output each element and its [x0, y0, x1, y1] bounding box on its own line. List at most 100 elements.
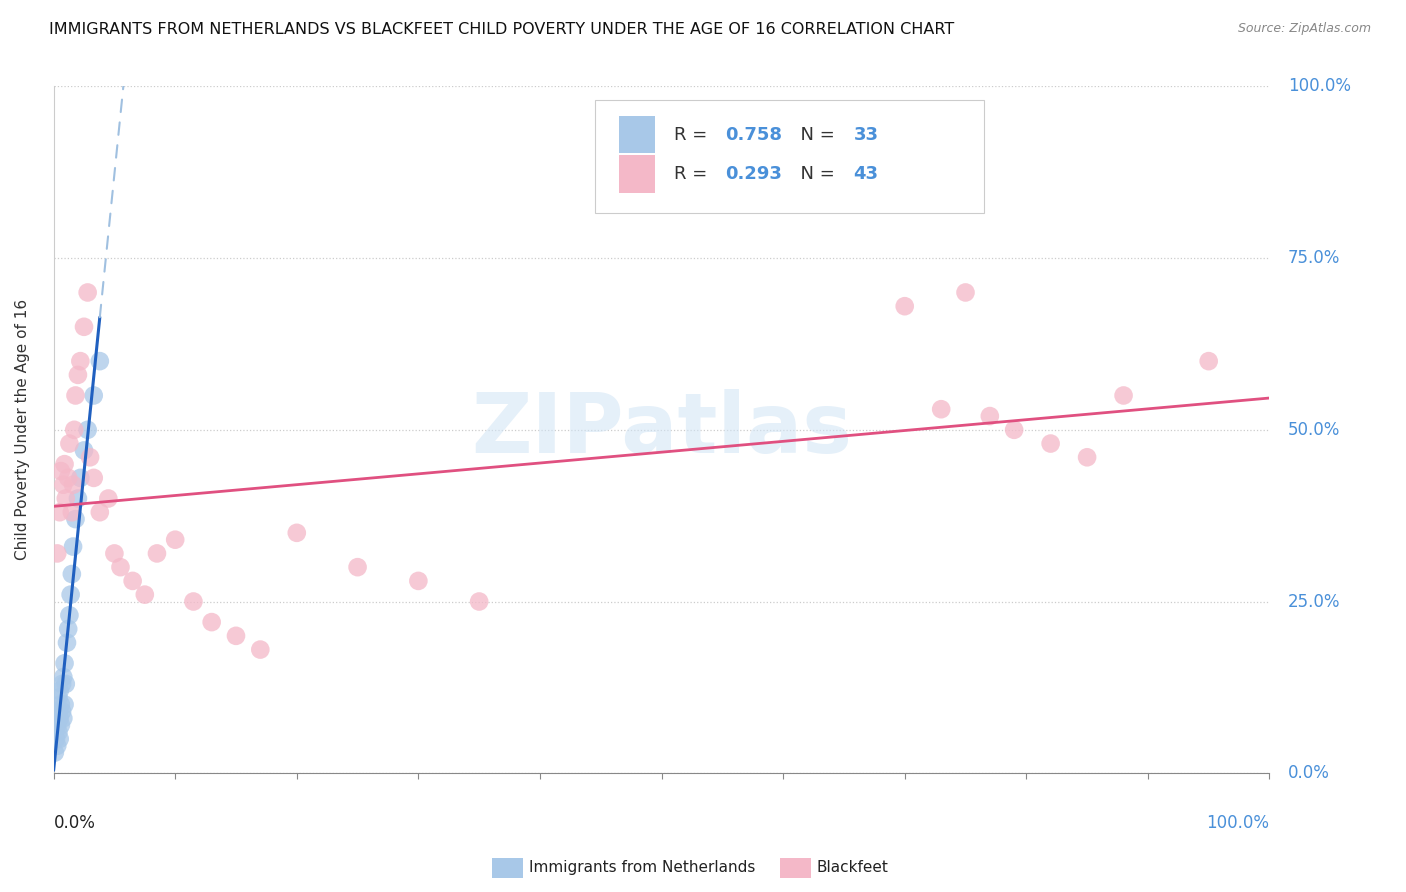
Point: [60, 505, 83, 519]
Point: [73, 319, 96, 334]
Point: [110, 560, 132, 574]
Point: [66, 491, 89, 506]
Point: [69, 471, 91, 485]
Point: [55, 491, 77, 506]
FancyBboxPatch shape: [595, 100, 984, 213]
Text: 100.0%: 100.0%: [1288, 78, 1351, 95]
Point: [48, 711, 70, 725]
Text: 0.758: 0.758: [724, 126, 782, 144]
Point: [468, 594, 491, 608]
Point: [45, 731, 67, 746]
Point: [1039, 436, 1062, 450]
Point: [929, 402, 952, 417]
Point: [62, 477, 84, 491]
Point: [65, 512, 87, 526]
Point: [51, 677, 73, 691]
Point: [955, 285, 977, 300]
Point: [53, 698, 76, 712]
Point: [58, 471, 80, 485]
Point: [49, 718, 72, 732]
Point: [69, 354, 91, 368]
Point: [146, 546, 169, 560]
Text: R =: R =: [673, 126, 713, 144]
Text: 25.0%: 25.0%: [1288, 592, 1340, 610]
Text: N =: N =: [789, 165, 841, 184]
Point: [53, 657, 76, 671]
Text: Source: ZipAtlas.com: Source: ZipAtlas.com: [1237, 22, 1371, 36]
Point: [48, 690, 70, 705]
Bar: [619, 116, 655, 153]
Point: [285, 525, 308, 540]
Point: [52, 670, 75, 684]
Point: [89, 505, 111, 519]
Point: [52, 711, 75, 725]
Point: [62, 540, 84, 554]
Point: [76, 423, 98, 437]
Point: [225, 629, 247, 643]
Point: [76, 285, 98, 300]
Y-axis label: Child Poverty Under the Age of 16: Child Poverty Under the Age of 16: [15, 299, 30, 560]
Point: [46, 546, 69, 560]
Point: [53, 457, 76, 471]
Text: 75.0%: 75.0%: [1288, 249, 1340, 267]
Point: [66, 368, 89, 382]
Point: [73, 443, 96, 458]
Point: [83, 388, 105, 402]
Point: [201, 615, 224, 629]
Text: R =: R =: [673, 165, 713, 184]
Text: 50.0%: 50.0%: [1288, 421, 1340, 439]
Point: [46, 718, 69, 732]
Point: [45, 711, 67, 725]
Point: [48, 705, 70, 719]
Point: [48, 731, 70, 746]
Point: [48, 725, 70, 739]
Point: [1002, 423, 1025, 437]
Point: [48, 505, 70, 519]
Text: 0.0%: 0.0%: [1288, 764, 1330, 782]
Point: [134, 588, 156, 602]
Point: [51, 705, 73, 719]
Text: Immigrants from Netherlands: Immigrants from Netherlands: [529, 860, 755, 874]
Point: [103, 546, 125, 560]
Point: [58, 436, 80, 450]
Text: 33: 33: [853, 126, 879, 144]
Text: Blackfeet: Blackfeet: [817, 860, 889, 874]
Point: [979, 409, 1001, 423]
Point: [56, 636, 79, 650]
Point: [48, 683, 70, 698]
Point: [59, 588, 82, 602]
Point: [60, 567, 83, 582]
Point: [165, 533, 187, 547]
Point: [52, 477, 75, 491]
Point: [183, 594, 205, 608]
Point: [249, 642, 271, 657]
Point: [49, 464, 72, 478]
Text: 43: 43: [853, 165, 879, 184]
Point: [97, 491, 120, 506]
Bar: [619, 155, 655, 194]
Point: [58, 622, 80, 636]
Point: [79, 450, 101, 465]
Text: N =: N =: [789, 126, 841, 144]
Point: [46, 739, 69, 753]
Point: [893, 299, 915, 313]
Text: ZIPatlas: ZIPatlas: [471, 389, 852, 470]
Point: [83, 471, 105, 485]
Point: [1112, 388, 1135, 402]
Point: [89, 354, 111, 368]
Text: IMMIGRANTS FROM NETHERLANDS VS BLACKFEET CHILD POVERTY UNDER THE AGE OF 16 CORRE: IMMIGRANTS FROM NETHERLANDS VS BLACKFEET…: [49, 22, 955, 37]
Point: [44, 746, 66, 760]
Point: [58, 608, 80, 623]
Point: [121, 574, 143, 588]
Point: [65, 388, 87, 402]
Point: [346, 560, 368, 574]
Text: 0.293: 0.293: [724, 165, 782, 184]
Point: [49, 698, 72, 712]
Text: 0.0%: 0.0%: [53, 814, 96, 832]
Point: [63, 423, 86, 437]
Point: [408, 574, 430, 588]
Point: [55, 677, 77, 691]
Point: [1198, 354, 1220, 368]
Point: [1076, 450, 1098, 465]
Text: 100.0%: 100.0%: [1206, 814, 1270, 832]
